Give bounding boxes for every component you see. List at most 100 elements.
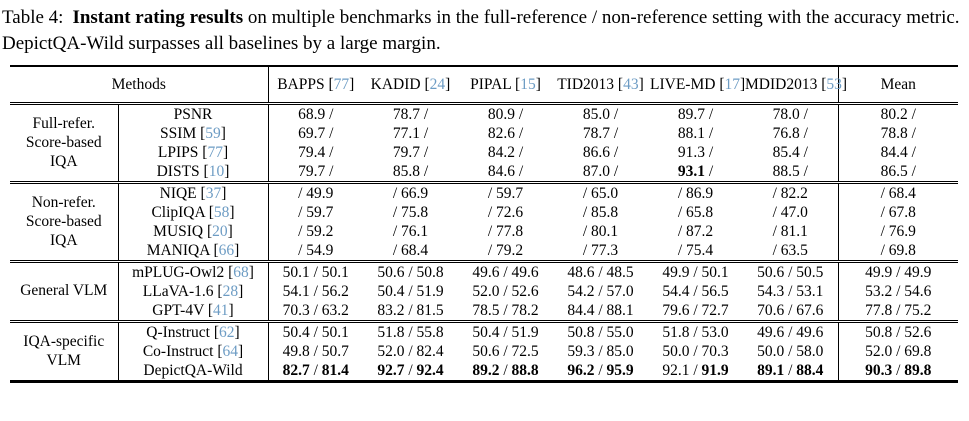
score-cell: 50.0 / 70.3 xyxy=(662,343,729,361)
citation-link[interactable]: 24 xyxy=(429,75,446,93)
score-cell: 49.8 / 50.7 xyxy=(267,342,363,362)
score-cell: 50.4 / 51.9 xyxy=(377,283,444,301)
mean-cell: 90.3 / 89.8 xyxy=(837,361,958,382)
citation-link[interactable]: 68 xyxy=(233,264,249,282)
score-cell: 54.4 / 56.5 xyxy=(662,283,729,301)
score-cell: 54.2 / 57.0 xyxy=(567,283,634,301)
score-value: 84.4 xyxy=(567,302,595,320)
score-cell: / 66.9 xyxy=(363,181,458,204)
score-value: 80.1 xyxy=(591,223,619,241)
citation-link[interactable]: 41 xyxy=(213,302,229,320)
score-value: 52.0 xyxy=(472,283,500,301)
score-value: 88.1 xyxy=(677,125,705,143)
score-value: 54.9 xyxy=(306,242,334,260)
citation-link[interactable]: 66 xyxy=(218,242,235,260)
citation-link[interactable]: 20 xyxy=(212,223,228,241)
score-value: 81.5 xyxy=(416,302,444,320)
col-header-mdid2013: MDID2013 [53] xyxy=(743,66,847,106)
score-value-best: 89.2 xyxy=(472,362,500,380)
score-value: 52.0 xyxy=(377,343,405,361)
table-row: MUSIQ [20]/ 59.2 / 76.1 / 77.8 / 80.1 / 87.2… xyxy=(10,222,958,242)
score-value: 59.7 xyxy=(496,185,524,203)
score-cell: 84.2 / xyxy=(487,144,524,162)
citation-link[interactable]: 77 xyxy=(333,75,350,93)
mean-cell: 78.8 / xyxy=(837,124,958,144)
score-value: 75.4 xyxy=(686,242,714,260)
score-cell: 78.7 / xyxy=(582,125,619,143)
score-value: 49.6 xyxy=(472,264,500,282)
score-value: 50.6 xyxy=(472,343,500,361)
score-cell: 48.6 / 48.5 xyxy=(553,260,648,283)
mean-cell: / 76.9 xyxy=(837,222,958,242)
score-value: 78.5 xyxy=(472,302,500,320)
score-value: 86.5 xyxy=(880,163,908,181)
mean-cell: / 69.8 xyxy=(837,241,958,262)
score-cell: 50.4 / 51.9 xyxy=(458,320,553,343)
score-cell: / 77.8 xyxy=(487,223,524,241)
citation-link[interactable]: 58 xyxy=(213,204,230,222)
table-row: DISTS [10] 79.7 / 85.8 / 84.6 / 87.0 / 93.1 /… xyxy=(10,162,958,183)
citation-link[interactable]: 37 xyxy=(205,185,222,203)
score-value: 66.9 xyxy=(401,185,429,203)
score-cell: / 77.3 xyxy=(582,242,619,260)
method-name: MUSIQ [20] xyxy=(117,222,268,242)
score-value: 51.9 xyxy=(511,324,539,342)
citation-link[interactable]: 15 xyxy=(520,75,536,93)
score-value: 55.0 xyxy=(606,324,634,342)
score-value: 52.0 xyxy=(865,343,893,361)
score-value: 69.7 xyxy=(298,125,326,143)
score-value: 49.9 xyxy=(306,185,334,203)
score-value: 79.7 xyxy=(298,163,326,181)
citation-link[interactable]: 43 xyxy=(623,75,639,93)
method-name: NIQE [37] xyxy=(117,181,268,204)
score-value-best: 92.4 xyxy=(416,362,444,380)
group-label: IQA-specific VLM xyxy=(10,320,118,382)
citation-link[interactable]: 77 xyxy=(207,144,223,162)
score-value: 50.4 xyxy=(282,324,310,342)
score-value: 54.1 xyxy=(282,283,310,301)
score-value: 84.4 xyxy=(880,144,908,162)
score-value: 63.2 xyxy=(321,302,349,320)
score-value: 70.6 xyxy=(757,302,785,320)
citation-link[interactable]: 62 xyxy=(219,324,235,342)
score-cell: 50.1 / 50.1 xyxy=(267,260,363,283)
score-value: 82.6 xyxy=(487,125,515,143)
citation-link[interactable]: 17 xyxy=(724,75,740,93)
mean-cell: 52.0 / 69.8 xyxy=(837,342,958,362)
mean-cell: 77.8 / 75.2 xyxy=(837,301,958,322)
score-value: 89.7 xyxy=(677,106,705,124)
score-value: 59.7 xyxy=(306,204,334,222)
score-value: 56.2 xyxy=(321,283,349,301)
score-value: 78.7 xyxy=(392,106,420,124)
score-cell: 52.0 / 52.6 xyxy=(472,283,539,301)
score-value: 78.2 xyxy=(511,302,539,320)
score-cell: 83.2 / 81.5 xyxy=(377,302,444,320)
score-cell: 85.0 / xyxy=(582,106,619,124)
score-value-best: 88.8 xyxy=(511,362,539,380)
score-cell: / 81.1 xyxy=(772,223,808,241)
score-value: 50.1 xyxy=(321,324,349,342)
score-value: 68.9 xyxy=(298,106,326,124)
method-name: MANIQA [66] xyxy=(117,241,268,262)
citation-link[interactable]: 10 xyxy=(208,163,225,181)
score-cell: / 54.9 xyxy=(267,241,363,262)
method-name: SSIM [59] xyxy=(117,124,268,144)
score-value: 54.4 xyxy=(662,283,690,301)
score-cell: 85.8 / xyxy=(392,163,429,181)
table-row: Non-refer. Score-based IQA NIQE [37]/ 49.… xyxy=(10,181,958,262)
citation-link[interactable]: 53 xyxy=(826,75,842,93)
score-value: 48.6 xyxy=(567,264,595,282)
mean-cell: 50.8 / 52.6 xyxy=(837,320,958,343)
score-value: 81.1 xyxy=(780,223,808,241)
table-row: IQA-specific VLM Q-Instruct [62] 50.4 / 50… xyxy=(10,320,958,382)
citation-link[interactable]: 64 xyxy=(222,343,238,361)
caption-text: on multiple benchmarks in the full-refer… xyxy=(2,7,960,55)
score-cell: / 75.8 xyxy=(392,204,429,222)
citation-link[interactable]: 59 xyxy=(205,125,221,143)
score-value: 51.9 xyxy=(416,283,444,301)
score-value: 59.2 xyxy=(306,223,334,241)
score-cell: 52.0 / 82.4 xyxy=(377,343,444,361)
citation-link[interactable]: 28 xyxy=(222,283,239,301)
score-value: 50.1 xyxy=(282,264,310,282)
score-cell: / 72.6 xyxy=(487,204,524,222)
